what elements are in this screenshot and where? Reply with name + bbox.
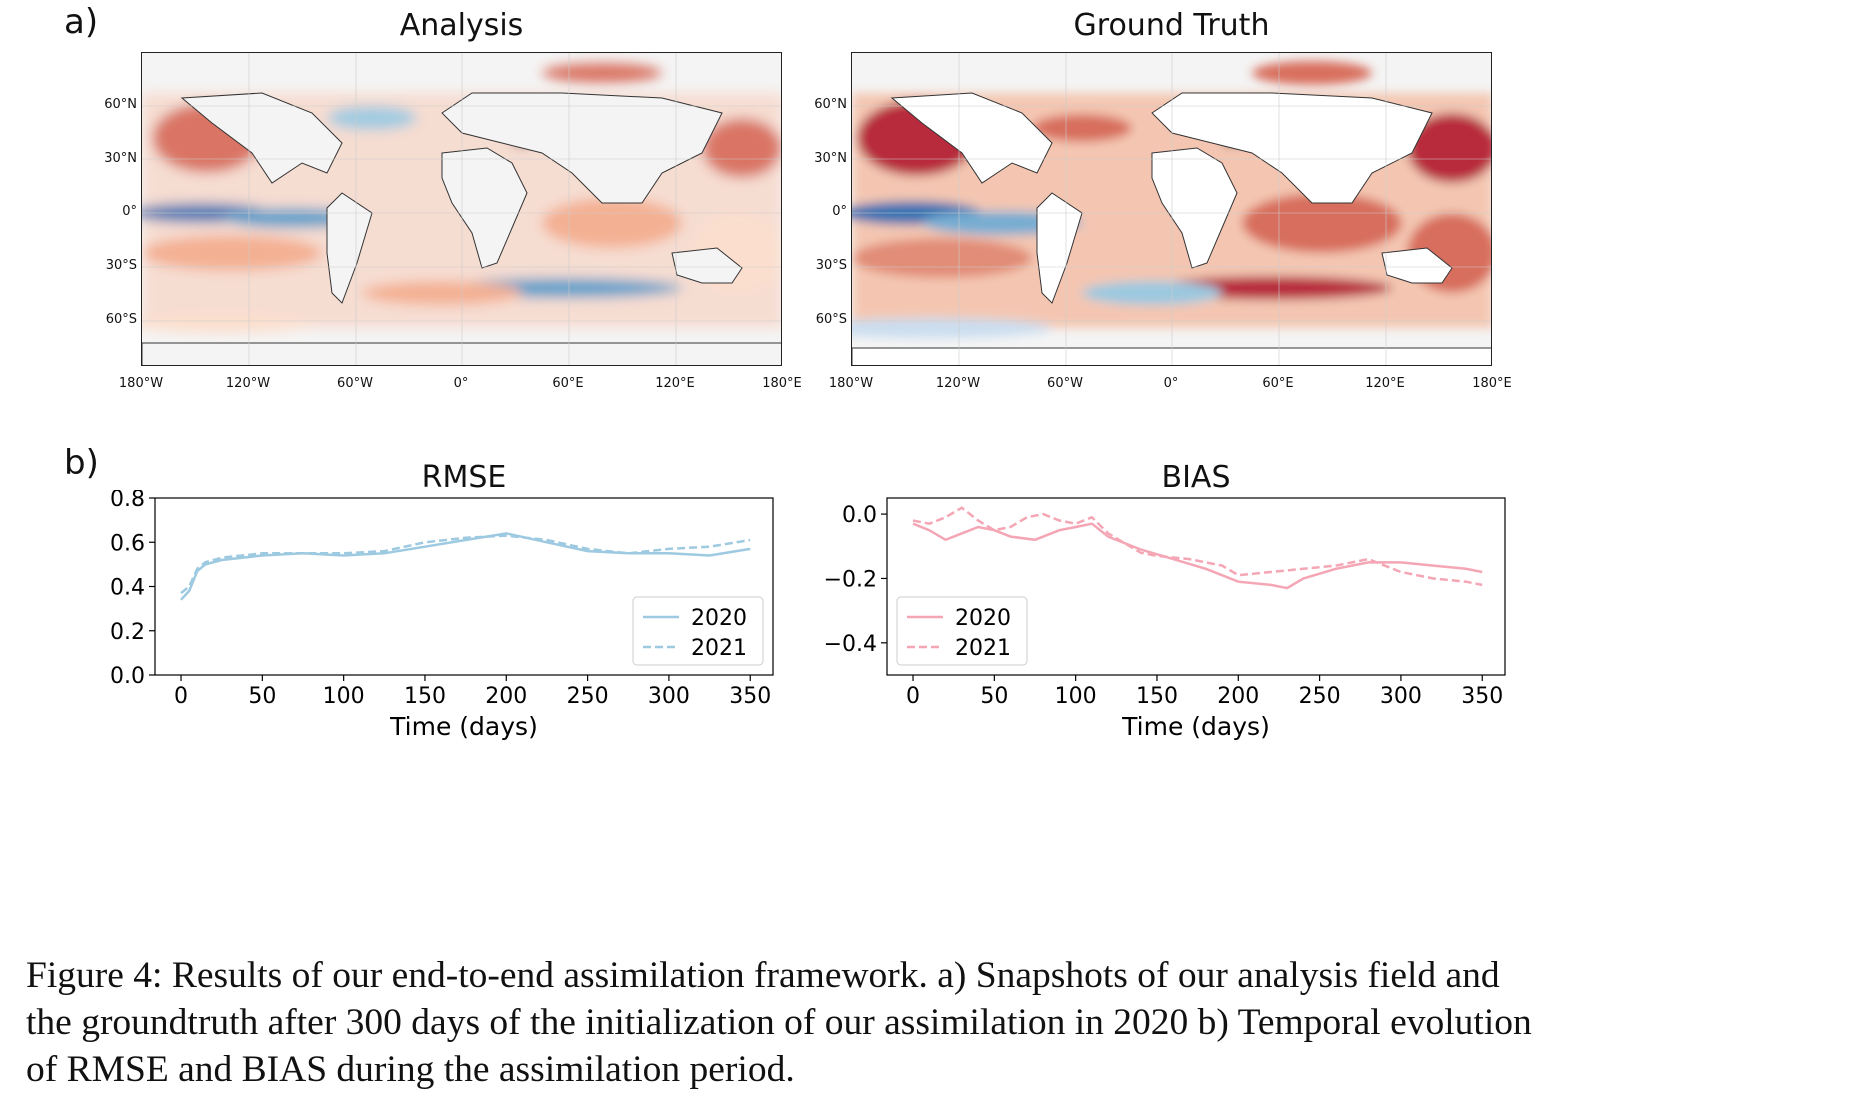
x-tick-label: 200 bbox=[485, 684, 527, 709]
ground-truth-lat-30s: 30°S bbox=[815, 258, 847, 273]
bias-plot-title: BIAS bbox=[1161, 460, 1231, 495]
x-tick-label: 0 bbox=[174, 684, 188, 709]
x-tick-label: 100 bbox=[1055, 684, 1097, 709]
legend-label-2020: 2020 bbox=[691, 606, 747, 631]
analysis-lat-30n: 30°N bbox=[104, 151, 137, 166]
legend-label-2020: 2020 bbox=[955, 606, 1011, 631]
series-line-2021 bbox=[912, 506, 1483, 587]
x-tick-label: 100 bbox=[323, 684, 365, 709]
x-tick-label: 250 bbox=[567, 684, 609, 709]
y-tick-label: 0.0 bbox=[842, 503, 877, 528]
ground-truth-lon-120w: 120°W bbox=[935, 376, 981, 391]
y-tick-label: 0.6 bbox=[110, 531, 145, 556]
rmse-chart: 0 50 100 150 200 250 300 350 0.0 0.2 0.4 0.6 0.8 Time… bbox=[110, 490, 774, 741]
y-tick-label: 0.2 bbox=[110, 620, 145, 645]
plot-frame bbox=[886, 497, 1506, 676]
ground-truth-lon-180e: 180°E bbox=[1472, 376, 1512, 391]
y-tick-label: 0.4 bbox=[110, 576, 145, 601]
ground-truth-lat-0: 0° bbox=[832, 204, 847, 219]
ground-truth-lon-0: 0° bbox=[1163, 376, 1179, 391]
ground-truth-lon-180w: 180°W bbox=[828, 376, 874, 391]
analysis-lat-60s: 60°S bbox=[105, 312, 137, 327]
series-line-2020 bbox=[180, 532, 751, 601]
analysis-lon-0: 0° bbox=[453, 376, 469, 391]
legend-label-2021: 2021 bbox=[691, 636, 747, 661]
x-tick-label: 300 bbox=[1380, 684, 1422, 709]
ground-truth-lon-60w: 60°W bbox=[1047, 376, 1083, 391]
ground-truth-map-title: Ground Truth bbox=[1073, 8, 1270, 43]
ground-truth-lat-60n: 60°N bbox=[814, 97, 847, 112]
panel-a-label: a) bbox=[64, 2, 99, 42]
figure-caption: Figure 4: Results of our end-to-end assi… bbox=[26, 955, 1532, 1090]
x-tick-label: 150 bbox=[1136, 684, 1178, 709]
ground-truth-lon-60e: 60°E bbox=[1262, 376, 1294, 391]
analysis-field-image bbox=[142, 53, 781, 365]
ground-truth-field-image bbox=[852, 53, 1491, 365]
y-tick-label: −0.2 bbox=[824, 567, 877, 592]
analysis-lat-60n: 60°N bbox=[104, 97, 137, 112]
ground-truth-lat-60s: 60°S bbox=[815, 312, 847, 327]
x-axis-label: Time (days) bbox=[1121, 712, 1270, 741]
analysis-lat-0: 0° bbox=[122, 204, 137, 219]
x-tick-label: 0 bbox=[906, 684, 920, 709]
y-tick-label: −0.4 bbox=[824, 632, 877, 657]
series-line-2020 bbox=[912, 522, 1483, 590]
x-tick-label: 350 bbox=[1461, 684, 1503, 709]
legend-label-2021: 2021 bbox=[955, 636, 1011, 661]
analysis-lon-60e: 60°E bbox=[552, 376, 584, 391]
analysis-lon-120w: 120°W bbox=[225, 376, 271, 391]
analysis-map-title: Analysis bbox=[399, 8, 524, 43]
analysis-lon-180w: 180°W bbox=[118, 376, 164, 391]
rmse-plot-title: RMSE bbox=[421, 460, 507, 495]
legend-box bbox=[896, 596, 1028, 666]
x-axis-label: Time (days) bbox=[389, 712, 538, 741]
x-tick-label: 350 bbox=[729, 684, 771, 709]
analysis-lon-60w: 60°W bbox=[337, 376, 373, 391]
analysis-lon-180e: 180°E bbox=[762, 376, 802, 391]
y-tick-label: 0.0 bbox=[110, 664, 145, 689]
x-tick-label: 250 bbox=[1299, 684, 1341, 709]
x-tick-label: 200 bbox=[1217, 684, 1259, 709]
analysis-map bbox=[141, 52, 782, 366]
bias-chart: 0 50 100 150 200 250 300 350 0.0 −0.2 −0.4 Time (da… bbox=[824, 497, 1506, 741]
series-line-2021 bbox=[180, 534, 751, 595]
x-tick-label: 50 bbox=[248, 684, 276, 709]
panel-b-label: b) bbox=[64, 443, 99, 483]
x-tick-label: 50 bbox=[980, 684, 1008, 709]
y-tick-label: 0.8 bbox=[110, 490, 145, 512]
analysis-lon-120e: 120°E bbox=[655, 376, 695, 391]
legend-box bbox=[632, 596, 764, 666]
analysis-lat-30s: 30°S bbox=[105, 258, 137, 273]
ground-truth-lat-30n: 30°N bbox=[814, 151, 847, 166]
x-tick-label: 150 bbox=[404, 684, 446, 709]
ground-truth-lon-120e: 120°E bbox=[1365, 376, 1405, 391]
x-tick-label: 300 bbox=[648, 684, 690, 709]
ground-truth-map bbox=[851, 52, 1492, 366]
